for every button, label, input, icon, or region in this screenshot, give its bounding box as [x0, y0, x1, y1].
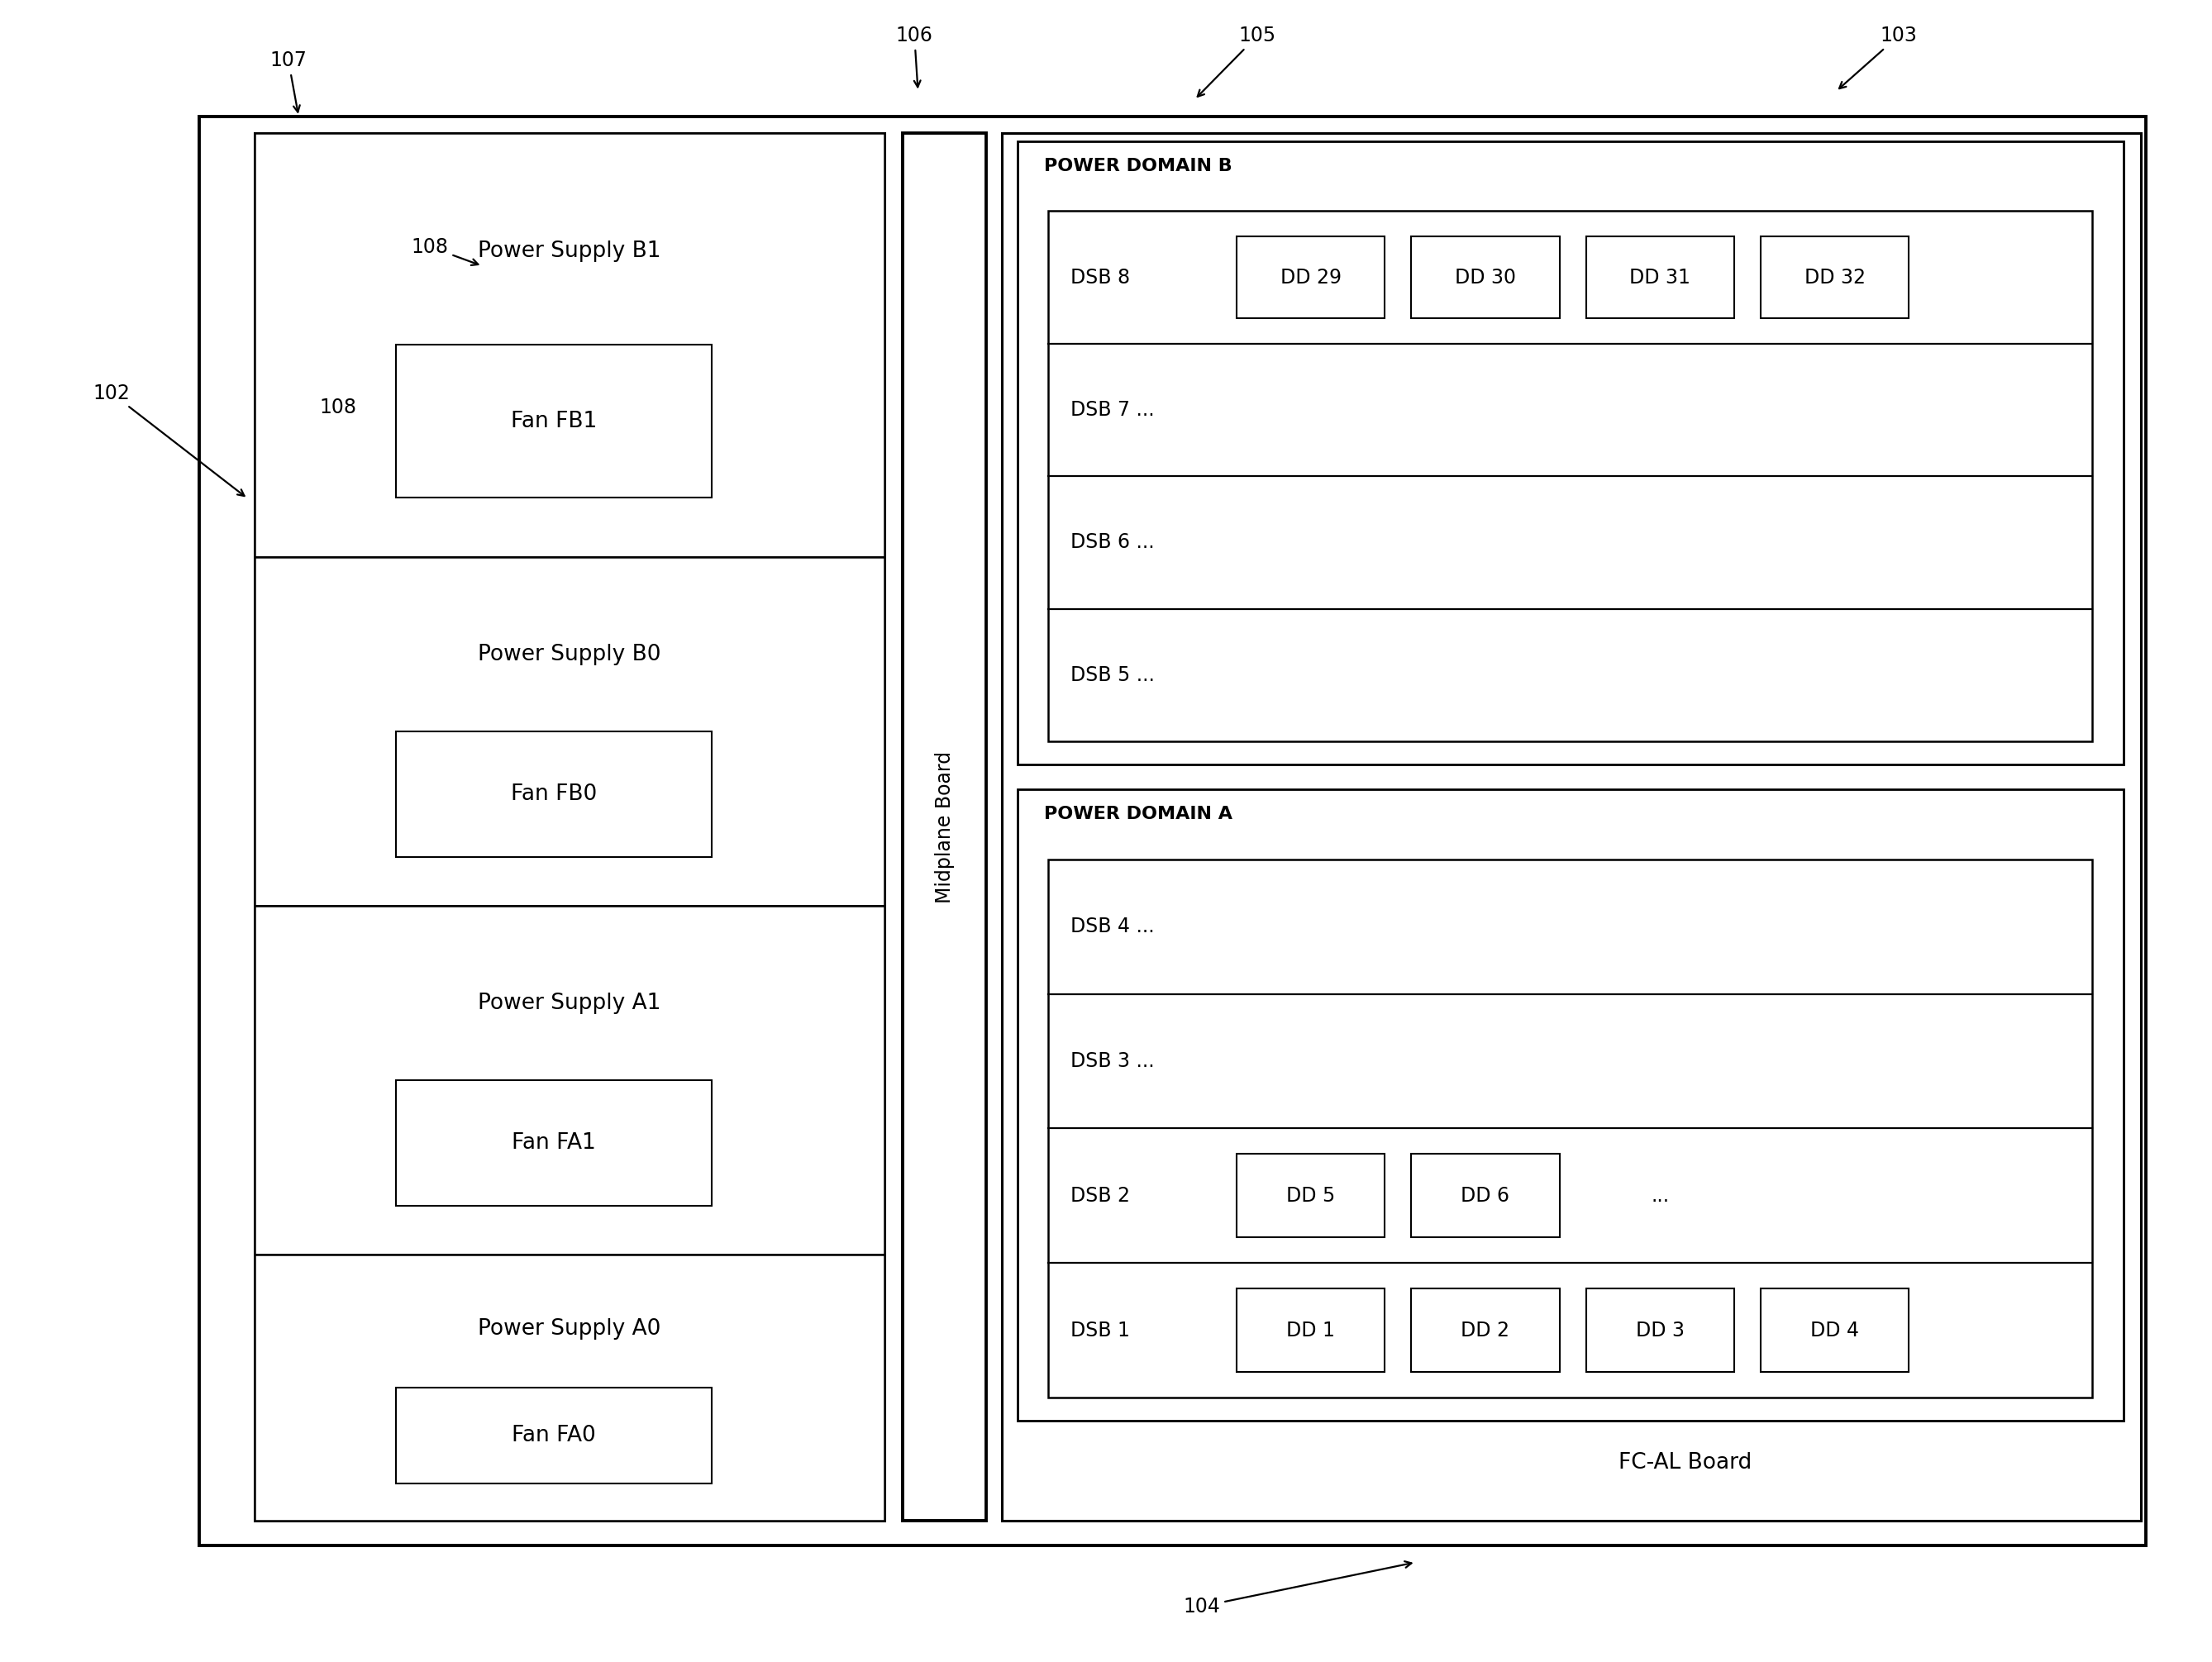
- FancyBboxPatch shape: [396, 731, 712, 858]
- FancyBboxPatch shape: [1018, 141, 2124, 765]
- FancyBboxPatch shape: [396, 1388, 712, 1484]
- Text: Fan FB1: Fan FB1: [511, 411, 597, 432]
- Text: DD 32: DD 32: [1805, 268, 1865, 288]
- Text: 107: 107: [270, 52, 307, 111]
- FancyBboxPatch shape: [254, 906, 885, 1255]
- Text: Power Supply A1: Power Supply A1: [478, 992, 661, 1014]
- FancyBboxPatch shape: [902, 133, 987, 1521]
- FancyBboxPatch shape: [254, 133, 885, 1521]
- Text: DSB 2: DSB 2: [1071, 1187, 1130, 1205]
- Text: DSB 7 ...: DSB 7 ...: [1071, 401, 1155, 420]
- Text: 104: 104: [1183, 1561, 1411, 1615]
- Text: DD 30: DD 30: [1455, 268, 1515, 288]
- Text: DSB 8: DSB 8: [1071, 268, 1130, 288]
- FancyBboxPatch shape: [1411, 236, 1559, 319]
- Text: FC-AL Board: FC-AL Board: [1619, 1453, 1752, 1473]
- Text: DSB 6 ...: DSB 6 ...: [1071, 532, 1155, 552]
- Text: DSB 4 ...: DSB 4 ...: [1071, 917, 1155, 936]
- FancyBboxPatch shape: [1586, 1288, 1734, 1373]
- Text: Fan FB0: Fan FB0: [511, 783, 597, 804]
- FancyBboxPatch shape: [199, 116, 2146, 1546]
- FancyBboxPatch shape: [1237, 1153, 1385, 1238]
- FancyBboxPatch shape: [1237, 1288, 1385, 1373]
- Text: DSB 3 ...: DSB 3 ...: [1071, 1052, 1155, 1070]
- FancyBboxPatch shape: [1761, 1288, 1909, 1373]
- FancyBboxPatch shape: [1237, 236, 1385, 319]
- Text: Power Supply B0: Power Supply B0: [478, 643, 661, 665]
- Text: 106: 106: [896, 27, 933, 86]
- Text: ...: ...: [1650, 1187, 1670, 1205]
- Text: DD 1: DD 1: [1285, 1321, 1336, 1340]
- FancyBboxPatch shape: [1411, 1153, 1559, 1238]
- Text: DD 6: DD 6: [1460, 1187, 1511, 1205]
- Text: Power Supply B1: Power Supply B1: [478, 241, 661, 263]
- FancyBboxPatch shape: [254, 1255, 885, 1521]
- Text: 105: 105: [1197, 27, 1276, 96]
- Text: POWER DOMAIN B: POWER DOMAIN B: [1044, 158, 1232, 175]
- Text: DD 5: DD 5: [1285, 1187, 1336, 1205]
- FancyBboxPatch shape: [396, 346, 712, 497]
- Text: DD 31: DD 31: [1630, 268, 1690, 288]
- Text: Fan FA0: Fan FA0: [511, 1424, 595, 1446]
- FancyBboxPatch shape: [254, 133, 885, 557]
- Text: 103: 103: [1838, 27, 1918, 88]
- FancyBboxPatch shape: [1586, 236, 1734, 319]
- FancyBboxPatch shape: [396, 1080, 712, 1207]
- Text: DD 3: DD 3: [1635, 1321, 1686, 1340]
- Text: Power Supply A0: Power Supply A0: [478, 1318, 661, 1340]
- Text: POWER DOMAIN A: POWER DOMAIN A: [1044, 806, 1232, 823]
- Text: DSB 5 ...: DSB 5 ...: [1071, 665, 1155, 685]
- Text: DD 29: DD 29: [1281, 268, 1340, 288]
- FancyBboxPatch shape: [1048, 859, 2093, 1398]
- Text: DD 4: DD 4: [1809, 1321, 1860, 1340]
- Text: 102: 102: [93, 384, 243, 495]
- Text: DSB 1: DSB 1: [1071, 1321, 1130, 1340]
- Text: 108: 108: [319, 397, 356, 417]
- Text: Midplane Board: Midplane Board: [936, 751, 953, 902]
- FancyBboxPatch shape: [1048, 211, 2093, 741]
- FancyBboxPatch shape: [1411, 1288, 1559, 1373]
- Text: DD 2: DD 2: [1460, 1321, 1511, 1340]
- Text: Fan FA1: Fan FA1: [511, 1132, 595, 1153]
- FancyBboxPatch shape: [1761, 236, 1909, 319]
- FancyBboxPatch shape: [1002, 133, 2141, 1521]
- Text: 108: 108: [411, 238, 478, 266]
- FancyBboxPatch shape: [254, 557, 885, 906]
- FancyBboxPatch shape: [1018, 789, 2124, 1421]
